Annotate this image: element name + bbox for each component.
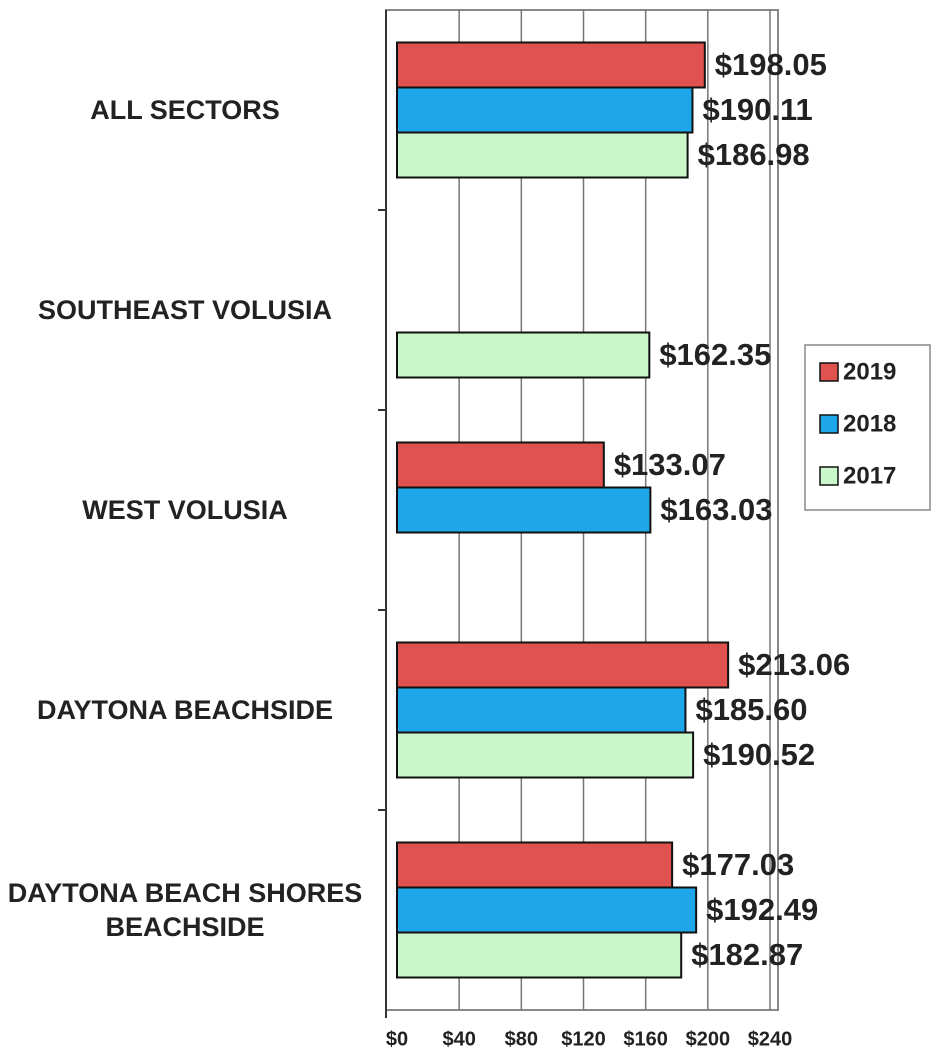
- bar: [396, 886, 698, 934]
- value-label: $190.52: [703, 737, 815, 772]
- legend-swatch: [819, 414, 839, 434]
- value-label: $213.06: [738, 647, 850, 682]
- x-tick-label: $80: [505, 1028, 538, 1050]
- value-label: $186.98: [698, 137, 810, 172]
- x-tick-label: $160: [623, 1028, 668, 1050]
- bar: [396, 441, 605, 489]
- x-tick-label: $40: [442, 1028, 475, 1050]
- x-tick-label: $200: [686, 1028, 731, 1050]
- bar: [396, 41, 706, 89]
- bar: [396, 131, 689, 179]
- bar: [396, 486, 652, 534]
- value-label: $162.35: [659, 337, 771, 372]
- category-label: SOUTHEAST VOLUSIA: [37, 295, 333, 325]
- x-tick-label: $120: [561, 1028, 606, 1050]
- bar: [396, 931, 683, 979]
- value-label: $190.11: [702, 92, 812, 127]
- bar: [396, 641, 730, 689]
- legend-swatch: [819, 362, 839, 382]
- value-label: $182.87: [691, 937, 803, 972]
- bar: [396, 86, 694, 134]
- category-label: DAYTONA BEACHSIDE: [36, 695, 334, 725]
- value-label: $163.03: [660, 492, 772, 527]
- value-label: $192.49: [706, 892, 818, 927]
- category-label: WEST VOLUSIA: [82, 495, 288, 525]
- value-label: $185.60: [695, 692, 807, 727]
- category-label: ALL SECTORS: [90, 95, 280, 125]
- value-label: $133.07: [614, 447, 726, 482]
- category-label: DAYTONA BEACH SHORES BEACHSIDE: [7, 878, 363, 942]
- bar: [396, 841, 674, 889]
- legend-label: 2019: [843, 358, 896, 385]
- x-tick-label: $240: [748, 1028, 793, 1050]
- bar: [396, 331, 651, 379]
- x-tick-label: $0: [386, 1028, 408, 1050]
- legend-label: 2018: [843, 410, 896, 437]
- value-label: $198.05: [715, 47, 827, 82]
- bar: [396, 686, 687, 734]
- value-label: $177.03: [682, 847, 794, 882]
- legend-label: 2017: [843, 462, 896, 489]
- legend-swatch: [819, 466, 839, 486]
- bar: [396, 731, 695, 779]
